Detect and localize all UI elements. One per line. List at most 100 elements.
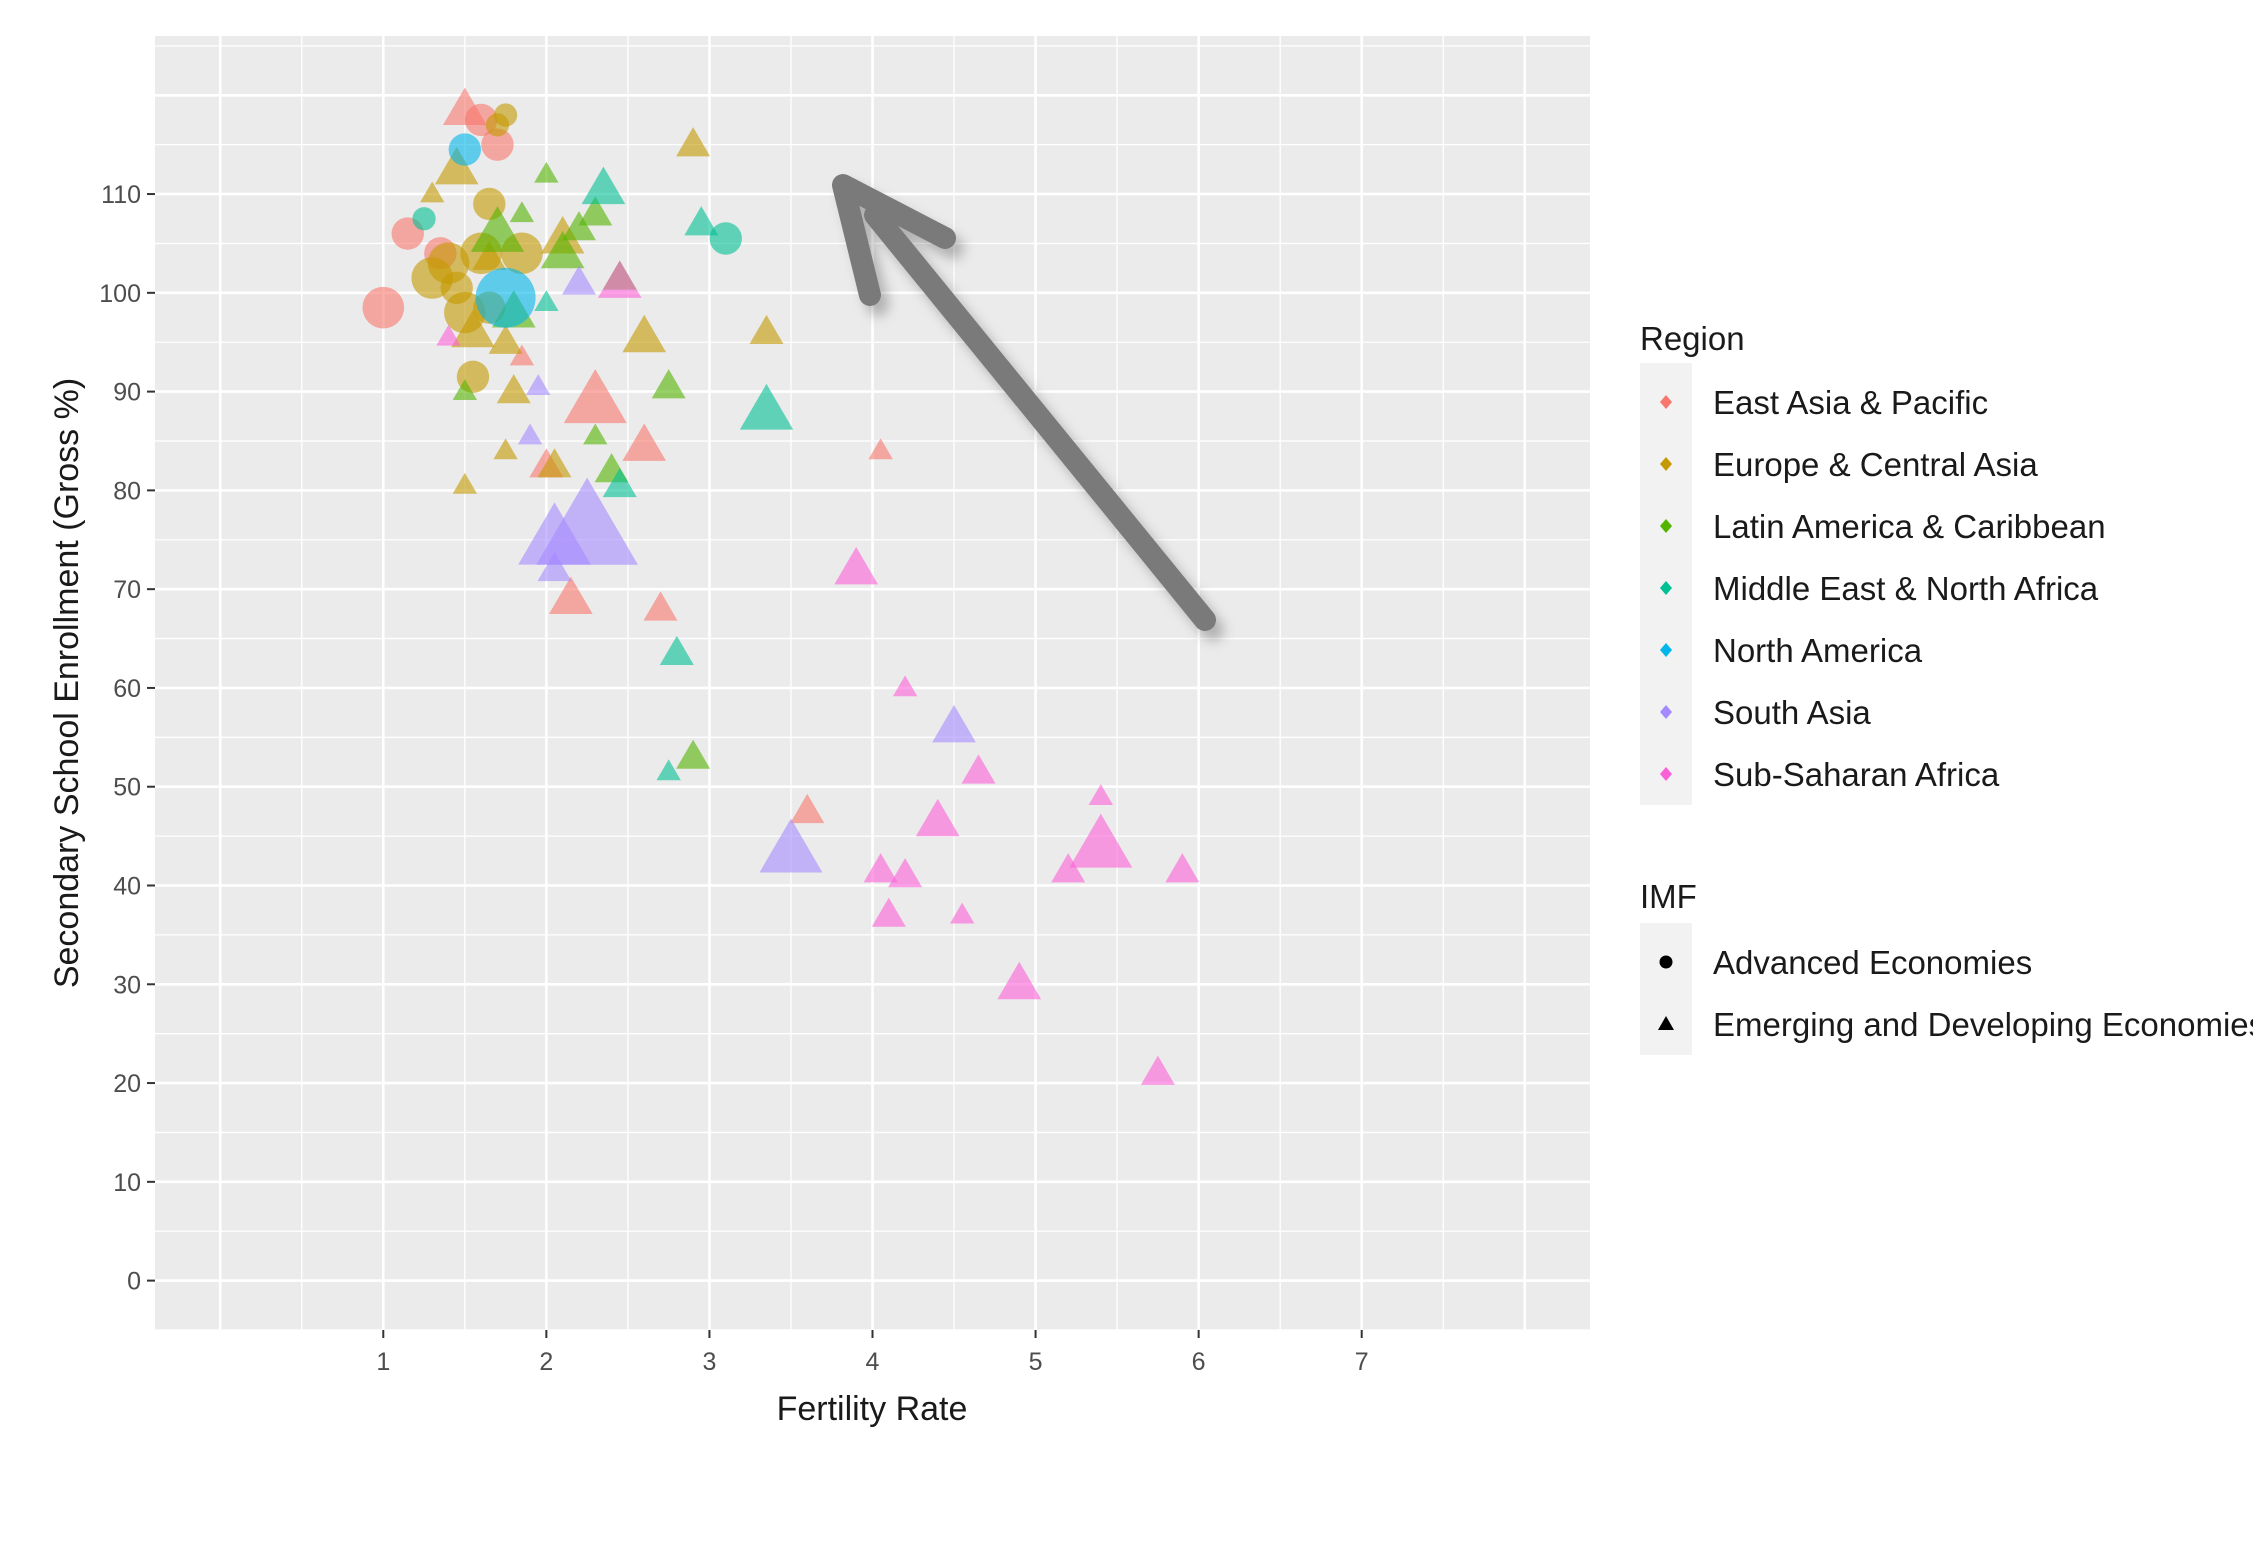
data-point [581, 166, 626, 205]
data-point [950, 902, 975, 924]
data-point [534, 161, 559, 183]
data-point [888, 858, 923, 888]
legend-label: Sub-Saharan Africa [1713, 756, 2000, 793]
legend-title: IMF [1640, 878, 1697, 915]
data-point [759, 818, 823, 873]
data-point [448, 133, 482, 166]
data-point [452, 379, 478, 400]
y-tick-label: 30 [113, 971, 141, 999]
y-tick-label: 110 [101, 181, 141, 209]
data-point [892, 675, 918, 697]
legend-label: Latin America & Caribbean [1713, 508, 2106, 545]
data-point [676, 127, 711, 157]
data-point [561, 265, 596, 295]
data-point [537, 551, 572, 582]
arrow-annotation [832, 174, 1216, 631]
data-point [739, 383, 794, 430]
y-tick-label: 80 [113, 477, 141, 505]
data-point [561, 211, 596, 241]
x-tick-label: 2 [539, 1348, 553, 1376]
data-point [451, 309, 495, 348]
data-point [485, 113, 510, 137]
legend-title: Region [1640, 320, 1745, 357]
data-point [997, 961, 1042, 1000]
legend-key [1660, 581, 1672, 595]
data-point [834, 546, 879, 585]
data-point [470, 206, 525, 252]
data-point [434, 146, 479, 185]
data-point [493, 438, 518, 460]
legend-key [1660, 519, 1672, 533]
legend-label: Advanced Economies [1713, 944, 2032, 981]
legend-label: South Asia [1713, 694, 1871, 731]
data-point [509, 201, 535, 223]
data-point [472, 240, 507, 270]
legend-key [1658, 1016, 1674, 1030]
data-point [676, 739, 711, 769]
data-point [509, 344, 535, 366]
data-point [643, 591, 678, 621]
data-point [597, 260, 642, 298]
legend-key [1660, 705, 1672, 719]
x-axis-title: Fertility Rate [777, 1390, 968, 1428]
x-tick-label: 3 [702, 1348, 716, 1376]
data-point [749, 314, 784, 344]
data-point [1069, 813, 1133, 868]
legend-key [1660, 767, 1672, 781]
data-point [622, 314, 667, 353]
y-tick-label: 50 [113, 774, 141, 802]
data-point [526, 374, 551, 396]
data-point [932, 704, 976, 743]
legend-label: North America [1713, 632, 1923, 669]
data-point [540, 230, 585, 269]
legend-key [1660, 395, 1672, 409]
x-tick-label: 5 [1029, 1348, 1043, 1376]
data-point [602, 467, 637, 498]
data-point [684, 206, 719, 236]
data-point [871, 897, 906, 927]
legend-label: Emerging and Developing Economies [1713, 1006, 2253, 1043]
data-point [915, 798, 960, 837]
data-point [534, 290, 559, 312]
legend-key [1659, 955, 1673, 969]
data-points [362, 87, 1200, 1085]
legend-key [1660, 643, 1672, 657]
legend-label: East Asia & Pacific [1713, 384, 1988, 421]
y-tick-label: 10 [113, 1169, 141, 1197]
x-tick-label: 6 [1192, 1348, 1206, 1376]
data-point [548, 576, 593, 615]
data-point [496, 374, 531, 404]
data-point [961, 754, 996, 784]
data-point [651, 369, 686, 399]
data-point [362, 286, 405, 329]
data-point [709, 222, 742, 255]
data-point [578, 196, 613, 226]
data-point [868, 438, 893, 460]
y-tick-label: 70 [113, 576, 141, 604]
y-tick-label: 40 [113, 872, 141, 900]
data-point [536, 477, 638, 565]
y-axis-title: Secondary School Enrollment (Gross %) [48, 378, 86, 988]
data-point [517, 423, 543, 445]
x-tick-label: 1 [376, 1348, 390, 1376]
data-point [563, 369, 627, 424]
legends: Region East Asia & Pacific Europe & Centra… [1640, 320, 2253, 1055]
data-point [475, 267, 536, 328]
data-point [537, 448, 572, 478]
legend-label: Europe & Central Asia [1713, 446, 2038, 483]
arrow-head [832, 174, 956, 306]
data-point [1140, 1055, 1175, 1085]
data-point [481, 128, 514, 161]
data-point [863, 853, 898, 883]
data-point [436, 324, 461, 346]
data-point [412, 207, 436, 231]
y-tick-label: 60 [113, 675, 141, 703]
legend-label: Middle East & North Africa [1713, 570, 2099, 607]
data-point [622, 423, 667, 461]
data-point [656, 759, 681, 781]
data-point [1051, 853, 1086, 883]
legend-key [1660, 457, 1672, 471]
y-tick-label: 0 [127, 1268, 141, 1296]
